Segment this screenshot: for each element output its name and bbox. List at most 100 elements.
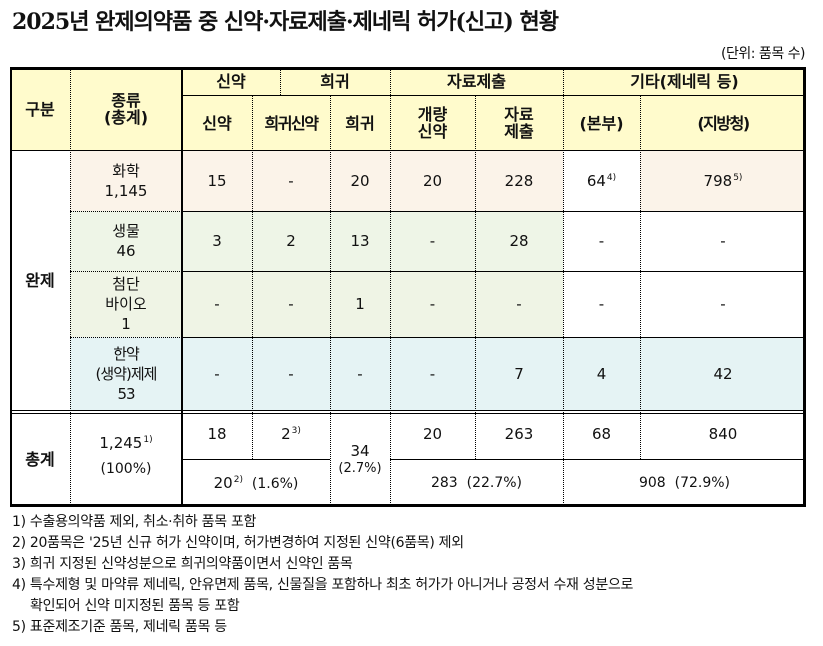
value: - bbox=[288, 295, 294, 313]
group-label-finished: 완제 bbox=[10, 151, 70, 410]
header-improved-l2: 신약 bbox=[417, 122, 448, 141]
totals-new-drug-sum: 202) (1.6%) bbox=[182, 459, 330, 507]
cell-new-drug: 15 bbox=[182, 151, 252, 211]
divider bbox=[280, 67, 281, 95]
divider bbox=[390, 459, 806, 460]
value: 7 bbox=[514, 364, 524, 383]
row-adv-bio-type: 첨단 바이오 1 bbox=[70, 271, 182, 337]
cell-data-sub: 7 bbox=[475, 337, 563, 410]
header-new-drug-group: 신약 bbox=[182, 67, 280, 95]
totals-total: 1,2451) (100%) bbox=[70, 413, 182, 507]
header-data-sub-l1: 자료 bbox=[504, 105, 534, 124]
type-total: 46 bbox=[116, 242, 136, 260]
type-total: 1,145 bbox=[104, 182, 148, 200]
value: 20 bbox=[213, 473, 233, 492]
divider bbox=[475, 95, 476, 459]
totals-data-sub: 263 bbox=[475, 413, 563, 459]
value: - bbox=[214, 295, 220, 313]
value: 798 bbox=[703, 172, 733, 190]
header-data-submission-group: 자료제출 bbox=[390, 67, 563, 95]
divider bbox=[390, 413, 391, 507]
value-with-note: 644) bbox=[587, 171, 616, 191]
divider bbox=[10, 150, 806, 151]
value: - bbox=[429, 364, 436, 383]
cell-orphan: 20 bbox=[330, 151, 390, 211]
percent: (2.7%) bbox=[338, 461, 382, 476]
type-name-2: (생약)제제 bbox=[95, 364, 158, 383]
value: 64 bbox=[586, 172, 606, 190]
divider bbox=[182, 95, 806, 96]
value-with-note: 1,2451) bbox=[99, 430, 152, 456]
cell-data-sub: 28 bbox=[475, 211, 563, 271]
percent: (100%) bbox=[100, 461, 152, 477]
footnotes: 1) 수출용의약품 제외, 취소·취하 품목 포함 2) 20품목은 '25년 … bbox=[12, 512, 633, 638]
value: 20 bbox=[422, 172, 443, 190]
value: 34 bbox=[350, 442, 370, 460]
header-regional: (지방청) bbox=[640, 95, 806, 151]
divider bbox=[182, 271, 806, 272]
totals-new-drug: 18 bbox=[182, 413, 252, 459]
header-orphan: 희귀 bbox=[330, 95, 390, 151]
value: 13 bbox=[350, 232, 370, 250]
footnote-3: 3) 희귀 지정된 신약성분으로 희귀의약품이면서 신약인 품목 bbox=[12, 556, 353, 572]
cell-orphan-new-drug: - bbox=[252, 271, 330, 337]
divider bbox=[640, 95, 641, 459]
value: 228 bbox=[504, 172, 534, 190]
value: 18 bbox=[207, 425, 227, 443]
header-improved-new-drug: 개량 신약 bbox=[390, 95, 475, 151]
cell-new-drug: - bbox=[182, 271, 252, 337]
cell-hq: 644) bbox=[563, 151, 640, 211]
type-name: 화학 bbox=[112, 162, 140, 180]
value: 840 bbox=[708, 425, 738, 443]
type-name: 한약 bbox=[113, 344, 140, 363]
page-title: 2025년 완제의약품 중 신약·자료제출·제네릭 허가(신고) 현황 bbox=[12, 9, 559, 35]
value-with-note: 23) bbox=[281, 424, 301, 444]
cell-hq: 4 bbox=[563, 337, 640, 410]
value: - bbox=[598, 232, 605, 250]
header-type-sub: (총계) bbox=[103, 108, 149, 127]
header-improved-l1: 개량 bbox=[417, 105, 448, 124]
value: 68 bbox=[591, 425, 612, 443]
header-data-submission-group-label: 자료제출 bbox=[447, 71, 506, 91]
divider bbox=[182, 211, 806, 212]
totals-label-text: 총계 bbox=[25, 450, 55, 469]
value-with-note: 7985) bbox=[704, 171, 743, 191]
header-type: 종류 (총계) bbox=[70, 67, 182, 151]
value: - bbox=[720, 232, 726, 250]
row-chem-type: 화학 1,145 bbox=[70, 151, 182, 211]
header-orphan-new-drug-label: 희귀신약 bbox=[264, 113, 319, 133]
cell-data-sub: 228 bbox=[475, 151, 563, 211]
divider bbox=[70, 271, 182, 272]
cell-regional: 7985) bbox=[640, 151, 806, 211]
cell-regional: - bbox=[640, 211, 806, 271]
value: 20 bbox=[422, 425, 443, 443]
header-data-sub-l2: 제출 bbox=[504, 122, 534, 141]
value: - bbox=[288, 364, 294, 383]
divider bbox=[181, 67, 183, 507]
header-other-group: 기타(제네릭 등) bbox=[563, 67, 806, 95]
unit-label: (단위: 품목 수) bbox=[721, 46, 805, 62]
divider bbox=[182, 337, 806, 338]
footnote-5: 5) 표준제조기준 품목, 제네릭 품목 등 bbox=[12, 619, 227, 635]
footnote-ref: 2) bbox=[233, 474, 243, 485]
value: - bbox=[429, 295, 436, 313]
cell-improved: 20 bbox=[390, 151, 475, 211]
header-regional-label: (지방청) bbox=[697, 113, 750, 133]
divider bbox=[10, 413, 806, 414]
header-new-drug-label: 신약 bbox=[202, 113, 232, 133]
cell-regional: - bbox=[640, 271, 806, 337]
value: 15 bbox=[207, 172, 227, 190]
type-name: 첨단 bbox=[112, 275, 140, 293]
divider bbox=[390, 67, 391, 413]
value: 1,245 bbox=[99, 434, 143, 452]
header-orphan-label: 희귀 bbox=[345, 113, 375, 133]
value-with-note: 202) (1.6%) bbox=[214, 473, 299, 494]
cell-orphan-new-drug: - bbox=[252, 337, 330, 410]
cell-orphan-new-drug: - bbox=[252, 151, 330, 211]
value: - bbox=[288, 172, 294, 190]
header-orphan-group-label: 희귀 bbox=[320, 71, 350, 91]
value: 283 (22.7%) bbox=[430, 475, 523, 491]
divider bbox=[70, 67, 71, 507]
cell-new-drug: - bbox=[182, 337, 252, 410]
value: 908 (72.9%) bbox=[638, 475, 731, 491]
